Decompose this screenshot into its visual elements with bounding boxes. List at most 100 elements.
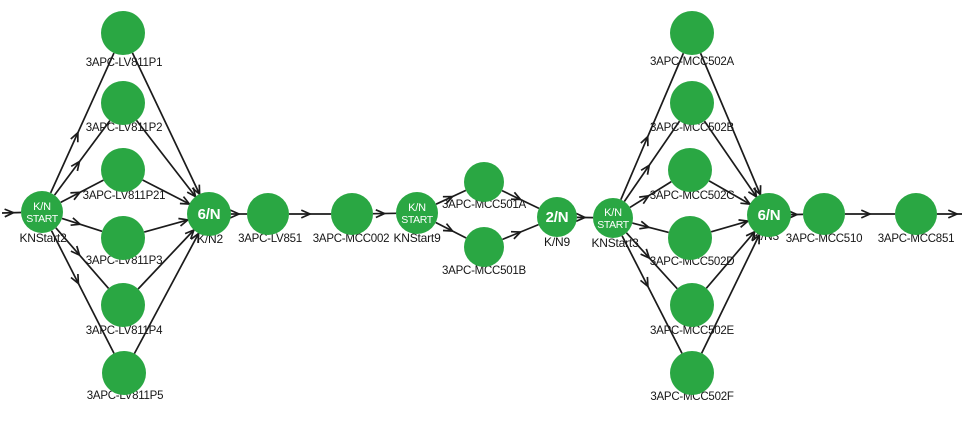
arrowhead-icon [300, 209, 313, 219]
connector-start2-to-p21 [60, 179, 104, 204]
node-circle[interactable] [803, 193, 845, 235]
arrowhead-icon [510, 191, 523, 201]
node-3apc-lv811p5[interactable] [102, 351, 146, 395]
gate-ratio-text: 6/N [198, 206, 221, 223]
node-k-n2[interactable]: 6/N [187, 192, 231, 236]
node-3apc-lv811p3[interactable] [101, 216, 145, 260]
arrowhead-icon [70, 159, 81, 172]
arrowhead-icon [947, 209, 960, 219]
node-circle[interactable] [102, 351, 146, 395]
connector-start3-to-m502f [621, 235, 683, 354]
node-label-3apc-mcc851: 3APC-MCC851 [878, 233, 955, 245]
node-circle[interactable] [247, 193, 289, 235]
node-circle[interactable] [464, 227, 504, 267]
node-label-3apc-mcc501b: 3APC-MCC501B [442, 265, 526, 277]
node-3apc-mcc510[interactable] [803, 193, 845, 235]
node-3apc-lv811p1[interactable] [101, 11, 145, 55]
arrowhead-icon [787, 210, 800, 220]
node-circle[interactable] [670, 283, 714, 327]
node-circle[interactable] [747, 193, 791, 237]
node-3apc-mcc501a[interactable] [464, 162, 504, 202]
node-circle[interactable] [668, 148, 712, 192]
connector-start3-to-m502b [623, 120, 681, 202]
node-circle[interactable] [670, 81, 714, 125]
arrowhead-icon [442, 223, 455, 232]
arrowhead-icon [860, 209, 873, 219]
arrowhead-icon [575, 212, 588, 222]
node-circle[interactable] [895, 193, 937, 235]
node-circle[interactable] [464, 162, 504, 202]
connector-p4-to-kn2 [137, 229, 195, 290]
node-3apc-mcc502b[interactable] [670, 81, 714, 125]
node-circle[interactable] [593, 198, 633, 238]
connector-start2-to-p2 [53, 120, 111, 196]
node-3apc-mcc502d[interactable] [668, 216, 712, 260]
labels-layer: KNStart2 3APC-LV811P1 3APC-LV811P2 3APC-LV8… [19, 56, 954, 403]
node-3apc-lv851[interactable] [247, 193, 289, 235]
node-circle[interactable] [668, 216, 712, 260]
node-k-n3[interactable]: 6/N [747, 193, 791, 237]
arrowhead-icon [640, 248, 651, 260]
arrowhead-icon [70, 273, 80, 286]
connector-start3-to-m502a [620, 52, 685, 200]
node-3apc-mcc851[interactable] [895, 193, 937, 235]
arrowhead-icon [70, 217, 83, 227]
connector-p3-to-kn2 [143, 219, 189, 233]
node-circle[interactable] [537, 197, 577, 237]
node-3apc-mcc002[interactable] [331, 193, 373, 235]
arrowhead-icon [640, 134, 649, 147]
node-label-3apc-lv811p5: 3APC-LV811P5 [87, 390, 163, 402]
connector-p5-to-kn2 [133, 233, 200, 354]
node-3apc-mcc502c[interactable] [668, 148, 712, 192]
node-label-3apc-mcc502b: 3APC-MCC502B [650, 122, 734, 134]
node-circle[interactable] [670, 351, 714, 395]
node-3apc-mcc502a[interactable] [670, 11, 714, 55]
arrowhead-icon [639, 194, 651, 205]
node-label-k-n2: K/N2 [197, 232, 223, 246]
node-label-3apc-lv811p21: 3APC-LV811P21 [83, 190, 166, 202]
node-circle[interactable] [101, 81, 145, 125]
connector-start2-to-p3 [61, 217, 103, 233]
arrowhead-icon [4, 208, 16, 218]
node-circle[interactable] [101, 283, 145, 327]
node-label-3apc-mcc502a: 3APC-MCC502A [650, 56, 734, 68]
node-label-3apc-lv811p1: 3APC-LV811P1 [86, 57, 162, 69]
arrowhead-icon [229, 209, 242, 219]
node-label-3apc-mcc502c: 3APC-MCC502C [650, 190, 735, 202]
node-3apc-mcc502f[interactable] [670, 351, 714, 395]
connector-p1-to-kn2 [131, 52, 201, 195]
gate-kn-text: K/N [408, 202, 426, 214]
arrowhead-icon [510, 230, 523, 240]
connector-m502a-to-kn3 [699, 52, 762, 196]
node-circle[interactable] [101, 216, 145, 260]
connector-m502d-to-kn3 [710, 220, 749, 233]
node-label-3apc-lv851: 3APC-LV851 [238, 233, 302, 245]
node-circle[interactable] [396, 192, 438, 234]
connector-m502c-to-kn3 [708, 180, 751, 205]
arrowhead-icon [179, 196, 192, 205]
node-circle[interactable] [331, 193, 373, 235]
node-circle[interactable] [187, 192, 231, 236]
node-3apc-lv811p21[interactable] [101, 148, 145, 192]
node-circle[interactable] [101, 11, 145, 55]
node-label-k-n9: K/N9 [544, 235, 570, 249]
node-3apc-lv811p4[interactable] [101, 283, 145, 327]
node-label-knstart9: KNStart9 [393, 231, 441, 245]
node-3apc-mcc502e[interactable] [670, 283, 714, 327]
node-3apc-lv811p2[interactable] [101, 81, 145, 125]
node-k-n9[interactable]: 2/N [537, 197, 577, 237]
node-label-3apc-mcc002: 3APC-MCC002 [313, 233, 390, 245]
node-label-3apc-mcc501a: 3APC-MCC501A [442, 199, 526, 211]
node-circle[interactable] [21, 191, 63, 233]
node-circle[interactable] [670, 11, 714, 55]
node-3apc-mcc501b[interactable] [464, 227, 504, 267]
arrowhead-icon [640, 163, 651, 175]
node-circle[interactable] [101, 148, 145, 192]
node-label-3apc-lv811p2: 3APC-LV811P2 [86, 122, 162, 134]
